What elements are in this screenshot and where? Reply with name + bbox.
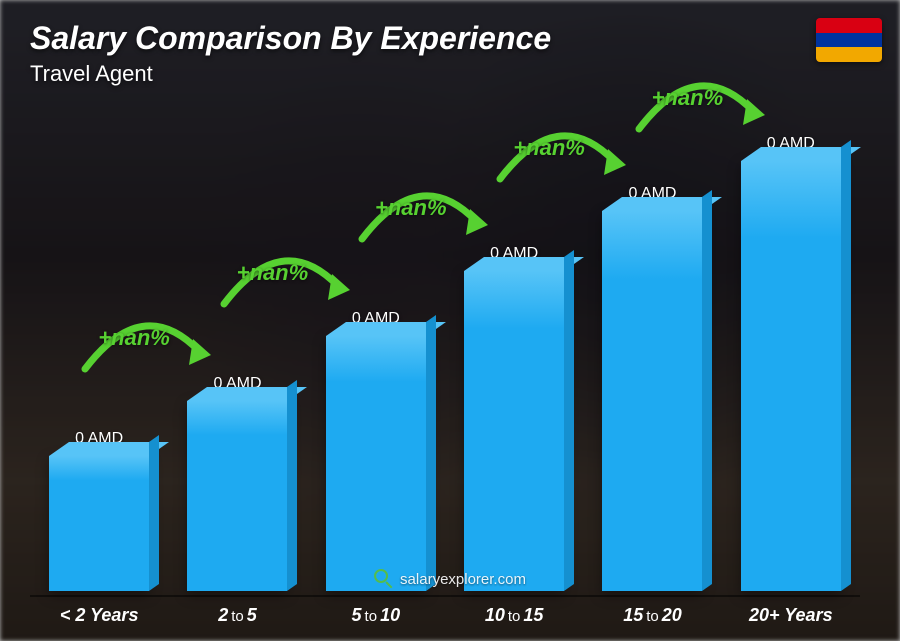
footer-brand: salaryexplorer.com bbox=[374, 569, 526, 589]
x-axis-category: 2to5 bbox=[168, 597, 306, 631]
x-axis-category: 5to10 bbox=[307, 597, 445, 631]
bar-slot: +nan%0 AMD bbox=[307, 111, 445, 591]
bar bbox=[602, 211, 702, 591]
increase-percent-label: +nan% bbox=[237, 260, 309, 286]
flag-stripe bbox=[816, 33, 882, 48]
chart-title: Salary Comparison By Experience bbox=[30, 20, 870, 57]
bar bbox=[187, 401, 287, 591]
increase-percent-label: +nan% bbox=[98, 325, 170, 351]
bar bbox=[49, 456, 149, 591]
bar-slot: +nan%0 AMD bbox=[168, 111, 306, 591]
chart-container: Salary Comparison By Experience Travel A… bbox=[0, 0, 900, 641]
flag-armenia bbox=[816, 18, 882, 62]
x-axis-category: < 2 Years bbox=[30, 597, 168, 631]
x-axis-category: 20+ Years bbox=[722, 597, 860, 631]
x-axis-category: 10to15 bbox=[445, 597, 583, 631]
increase-percent-label: +nan% bbox=[375, 195, 447, 221]
flag-stripe bbox=[816, 18, 882, 33]
x-axis-category: 15to20 bbox=[583, 597, 721, 631]
increase-percent-label: +nan% bbox=[652, 85, 724, 111]
bar-slot: +nan%0 AMD bbox=[445, 111, 583, 591]
bar bbox=[326, 336, 426, 591]
chart-subtitle: Travel Agent bbox=[30, 61, 870, 87]
bar bbox=[464, 271, 564, 591]
bar bbox=[741, 161, 841, 591]
x-axis: < 2 Years2to55to1010to1515to2020+ Years bbox=[30, 595, 860, 631]
flag-stripe bbox=[816, 47, 882, 62]
bar-chart: 0 AMD+nan%0 AMD+nan%0 AMD+nan%0 AMD+nan%… bbox=[30, 111, 860, 591]
bar-slot: +nan%0 AMD bbox=[722, 111, 860, 591]
increase-percent-label: +nan% bbox=[513, 135, 585, 161]
search-icon bbox=[374, 569, 394, 589]
footer-brand-text: salaryexplorer.com bbox=[400, 571, 526, 588]
bar-slot: +nan%0 AMD bbox=[583, 111, 721, 591]
bar-slot: 0 AMD bbox=[30, 111, 168, 591]
